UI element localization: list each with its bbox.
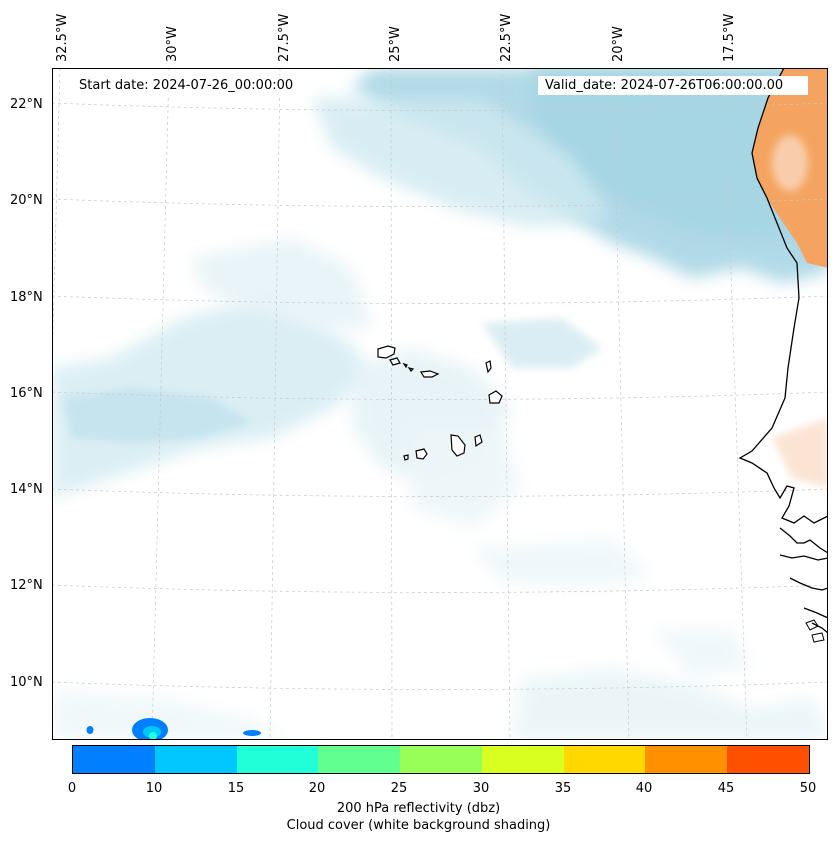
- colorbar: [72, 745, 810, 774]
- map-panel: [52, 68, 828, 740]
- colorbar-tick-40: 40: [635, 781, 653, 796]
- colorbar-tick-45: 45: [717, 781, 735, 796]
- colorbar-segment-1: [154, 746, 237, 773]
- colorbar-tick-10: 10: [145, 781, 163, 796]
- lat-label-12n: 12°N: [10, 578, 43, 593]
- valid-date-label: Valid_date: 2024-07-26T06:00:00.00: [545, 78, 784, 93]
- colorbar-segment-6: [563, 746, 646, 773]
- lat-label-10n: 10°N: [10, 675, 43, 690]
- colorbar-tick-50: 50: [799, 781, 817, 796]
- lon-label-27-5w: 27.5°W: [277, 13, 292, 62]
- gridlines: [52, 68, 828, 740]
- lat-label-18n: 18°N: [10, 290, 43, 305]
- land-shading: [752, 68, 828, 488]
- lon-label-32-5w: 32.5°W: [55, 13, 70, 62]
- valid-date-box: [538, 76, 808, 95]
- colorbar-tick-0: 0: [67, 781, 77, 796]
- lat-label-22n: 22°N: [10, 97, 43, 112]
- colorbar-tick-25: 25: [390, 781, 408, 796]
- colorbar-segment-3: [318, 746, 401, 773]
- start-date-box: [72, 76, 312, 95]
- lat-label-20n: 20°N: [10, 193, 43, 208]
- colorbar-segment-5: [481, 746, 564, 773]
- cabo-verde-islands: [377, 345, 503, 461]
- lon-label-25w: 25°W: [388, 26, 403, 62]
- reflectivity-cells: [86, 718, 261, 740]
- lon-label-22-5w: 22.5°W: [499, 13, 514, 62]
- colorbar-segment-2: [236, 746, 319, 773]
- start-date-label: Start date: 2024-07-26_00:00:00: [79, 78, 294, 93]
- lon-label-30w: 30°W: [165, 26, 180, 62]
- colorbar-tick-15: 15: [227, 781, 245, 796]
- lat-label-16n: 16°N: [10, 386, 43, 401]
- colorbar-tick-30: 30: [472, 781, 490, 796]
- lat-label-14n: 14°N: [10, 482, 43, 497]
- colorbar-sublabel: Cloud cover (white background shading): [286, 818, 551, 833]
- colorbar-segment-7: [645, 746, 728, 773]
- guinea-bissau-islands: [805, 619, 825, 643]
- colorbar-tick-35: 35: [554, 781, 572, 796]
- cloud-cover-shading: [52, 68, 828, 740]
- lon-label-17-5w: 17.5°W: [722, 13, 737, 62]
- colorbar-tick-20: 20: [308, 781, 326, 796]
- colorbar-segment-4: [400, 746, 482, 773]
- lon-label-20w: 20°W: [611, 26, 626, 62]
- colorbar-segment-8: [727, 746, 810, 773]
- colorbar-label: 200 hPa reflectivity (dbz): [336, 801, 501, 816]
- coastline: [738, 68, 828, 634]
- colorbar-segment-0: [73, 746, 155, 773]
